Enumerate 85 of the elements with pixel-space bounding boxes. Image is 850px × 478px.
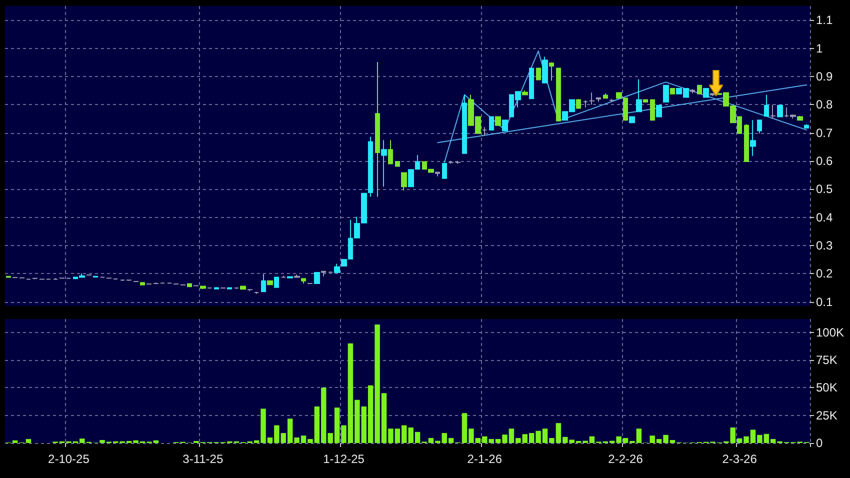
candlestick [629, 116, 635, 124]
candlestick [482, 126, 487, 136]
candlestick [435, 172, 440, 177]
candlestick [750, 120, 756, 156]
candlestick [375, 62, 380, 198]
y-tick-label: 0.6 [816, 154, 834, 168]
candlestick [670, 88, 675, 94]
y-tick-label: 0.4 [816, 210, 834, 224]
candlestick [757, 120, 762, 134]
x-tick-label: 2-10-25 [48, 452, 90, 466]
y-tick-label: 0.8 [816, 98, 834, 112]
x-tick-label: 2-3-26 [722, 452, 758, 466]
candlestick [804, 124, 809, 128]
x-tick-label: 2-1-26 [467, 452, 502, 466]
candlestick [777, 104, 783, 118]
candlestick [334, 263, 340, 273]
candlestick [395, 160, 400, 167]
candlestick [556, 68, 561, 122]
candlestick [542, 56, 548, 84]
y-tick-label: 0.2 [816, 266, 834, 281]
y-tick-label: 0.5 [816, 182, 834, 196]
candlestick [536, 68, 541, 80]
candlestick [603, 92, 608, 99]
candlestick [294, 274, 300, 278]
candlestick [462, 94, 467, 154]
candlestick [287, 276, 293, 278]
candlestick [321, 270, 326, 277]
candlestick [770, 104, 776, 120]
candlestick [489, 116, 494, 130]
candlestick [240, 286, 246, 290]
y-tick-label: 0 [816, 436, 823, 450]
candlestick [596, 97, 601, 102]
candlestick [589, 92, 595, 106]
candlestick [53, 278, 58, 280]
candlestick [744, 124, 749, 162]
candlestick [529, 68, 534, 100]
y-tick-label: 100K [816, 325, 844, 340]
candlestick [381, 140, 387, 188]
y-tick-label: 25K [816, 408, 838, 422]
candlestick [797, 115, 803, 121]
candlestick [650, 99, 655, 121]
candlestick [583, 100, 588, 108]
y-tick-label: 1.1 [816, 13, 834, 28]
candlestick [609, 98, 615, 102]
candlestick [254, 291, 259, 294]
x-tick-label: 2-2-26 [608, 452, 644, 466]
candlestick [549, 62, 554, 82]
y-tick-label: 0.3 [816, 238, 834, 252]
candlestick [368, 136, 373, 198]
candlestick [703, 88, 709, 98]
candlestick [455, 160, 461, 164]
y-tick-label: 50K [816, 380, 838, 395]
candlestick [522, 90, 528, 96]
candlestick [261, 274, 266, 292]
candlestick [495, 116, 501, 126]
candlestick [314, 272, 320, 284]
candlestick [697, 84, 702, 94]
candlestick [656, 104, 662, 118]
candlestick [442, 162, 447, 179]
candlestick [636, 78, 642, 112]
candlestick [267, 280, 273, 286]
candlestick [388, 140, 393, 164]
candlestick [301, 278, 306, 284]
candlestick [274, 276, 279, 288]
y-tick-label: 1 [816, 41, 823, 56]
x-tick-label: 3-11-25 [182, 452, 224, 466]
y-tick-label: 75K [816, 352, 838, 367]
candlestick [187, 283, 192, 288]
candlestick [281, 275, 286, 278]
y-tick-label: 0.9 [816, 69, 834, 84]
y-tick-label: 0.7 [816, 126, 834, 140]
x-tick-label: 1-12-25 [323, 452, 365, 466]
candlestick [576, 98, 581, 109]
candlestick [663, 84, 669, 103]
candlestick [690, 88, 695, 94]
candlestick [247, 289, 253, 292]
candlestick [502, 120, 508, 132]
candlestick [214, 286, 219, 290]
candlestick [764, 94, 769, 117]
y-tick-label: 0.1 [816, 294, 834, 309]
candlestick [643, 99, 648, 103]
candlestick [200, 286, 206, 290]
candlestick [448, 160, 454, 164]
candlestick [140, 282, 145, 286]
candlestick [401, 172, 407, 192]
